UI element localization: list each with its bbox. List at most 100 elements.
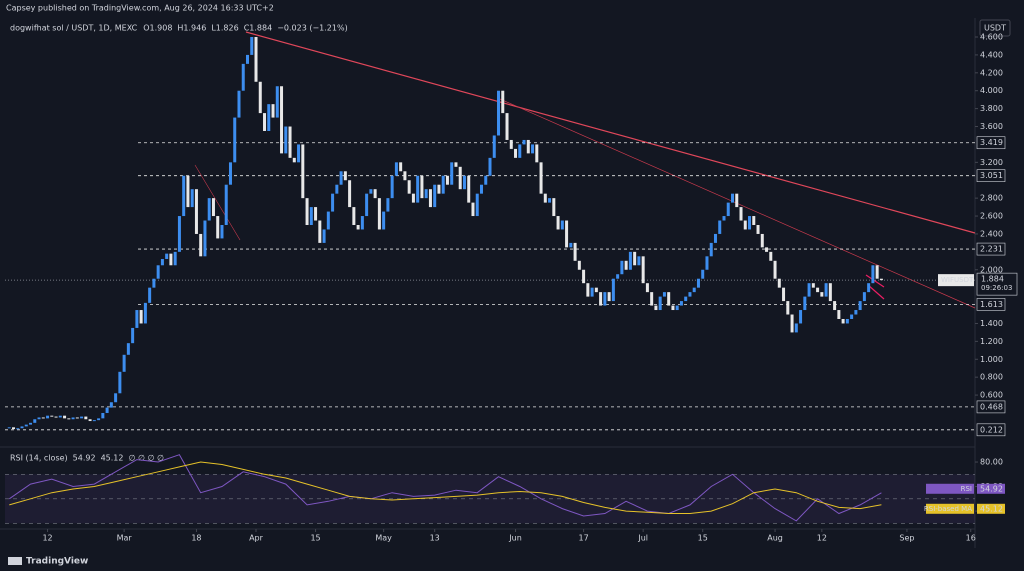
candle [54, 416, 58, 418]
candle [509, 139, 513, 149]
y-tick-label: 2.600 [980, 212, 1003, 221]
last-price-box [976, 272, 1018, 296]
candle [841, 318, 845, 324]
candle [58, 415, 62, 418]
candle [122, 354, 126, 372]
candle [7, 427, 11, 429]
candle [497, 90, 501, 136]
candle [75, 417, 79, 419]
candle [505, 113, 509, 140]
level-label: 1.613 [980, 300, 1003, 309]
candle [428, 189, 432, 208]
candle [820, 292, 824, 297]
candle [552, 198, 556, 217]
y-tick-label: 2.000 [980, 265, 1003, 274]
candle [650, 292, 654, 306]
candle [314, 207, 318, 221]
candle [858, 301, 862, 311]
trendline [194, 164, 241, 241]
candle [50, 415, 54, 417]
candle [445, 175, 449, 185]
candle [875, 265, 879, 279]
series-name: RSI-based MA [924, 505, 972, 513]
candle [254, 37, 258, 82]
candle [633, 251, 637, 266]
candle [118, 371, 122, 394]
candle [722, 216, 726, 221]
candle [97, 418, 101, 421]
publisher: Capsey published on TradingView.com, Aug… [6, 4, 274, 13]
candle [688, 292, 692, 297]
level-label-box [976, 242, 1006, 256]
candle [382, 211, 386, 230]
candle [246, 54, 249, 64]
candle [165, 253, 169, 260]
candle [356, 224, 360, 230]
rsi-legend: RSI (14, close) 54.92 45.12 ∅ ∅ ∅ ∅ [10, 454, 164, 463]
y-tick-label: 2.400 [980, 229, 1003, 238]
candle [169, 253, 173, 266]
candle [228, 162, 232, 185]
rsi-legend-value: 54.92 [73, 454, 96, 463]
candle [301, 144, 305, 199]
candle [275, 86, 279, 118]
candle [407, 180, 411, 194]
candle [92, 420, 96, 422]
candle [522, 139, 526, 145]
candle [675, 305, 679, 311]
trendline [245, 31, 976, 234]
candle [297, 144, 301, 163]
candle [80, 416, 84, 419]
x-tick-label: 16 [966, 534, 976, 543]
candle [424, 189, 428, 199]
candle [233, 117, 237, 163]
candle [186, 175, 190, 208]
candle [139, 310, 143, 324]
candle [760, 233, 764, 248]
currency: USDT [984, 24, 1006, 33]
candle [879, 278, 883, 281]
candle [535, 144, 539, 163]
ohlc-value: L1.826 [211, 24, 238, 33]
candle [211, 198, 215, 217]
ohlc-value: H1.946 [177, 24, 206, 33]
brand: TradingView [26, 557, 88, 567]
series-value-box [977, 503, 1005, 514]
candle [377, 198, 381, 230]
candle [671, 305, 675, 311]
candle [352, 207, 356, 225]
y-tick-label: 0.800 [980, 373, 1003, 382]
candle [679, 301, 683, 306]
candle [803, 296, 807, 311]
level-label: 0.212 [980, 425, 1003, 434]
rsi-legend-value: 45.12 [101, 454, 124, 463]
flag-line [865, 274, 885, 288]
rsi-line [9, 461, 882, 514]
candle [190, 189, 194, 208]
candle [611, 278, 615, 302]
candle [816, 287, 820, 293]
y-tick-label: 0.600 [980, 391, 1003, 400]
series-name-box [926, 483, 974, 494]
candle [777, 278, 781, 288]
candle [713, 233, 717, 243]
candle [662, 292, 666, 297]
candle [343, 171, 347, 181]
ticker-box [938, 274, 974, 287]
candle [794, 323, 798, 333]
y-tick-label: 4.400 [980, 50, 1003, 59]
candle [271, 104, 275, 118]
candle [828, 283, 832, 302]
candle [292, 157, 296, 163]
candle [726, 202, 730, 217]
candle [582, 269, 586, 284]
candle [603, 292, 607, 306]
candle [479, 184, 483, 194]
candle [616, 274, 620, 279]
level-label: 2.231 [980, 245, 1003, 254]
candle [462, 175, 466, 190]
candle [743, 220, 747, 230]
candle [667, 292, 671, 306]
candle [322, 229, 326, 243]
x-tick-label: 18 [191, 534, 201, 543]
